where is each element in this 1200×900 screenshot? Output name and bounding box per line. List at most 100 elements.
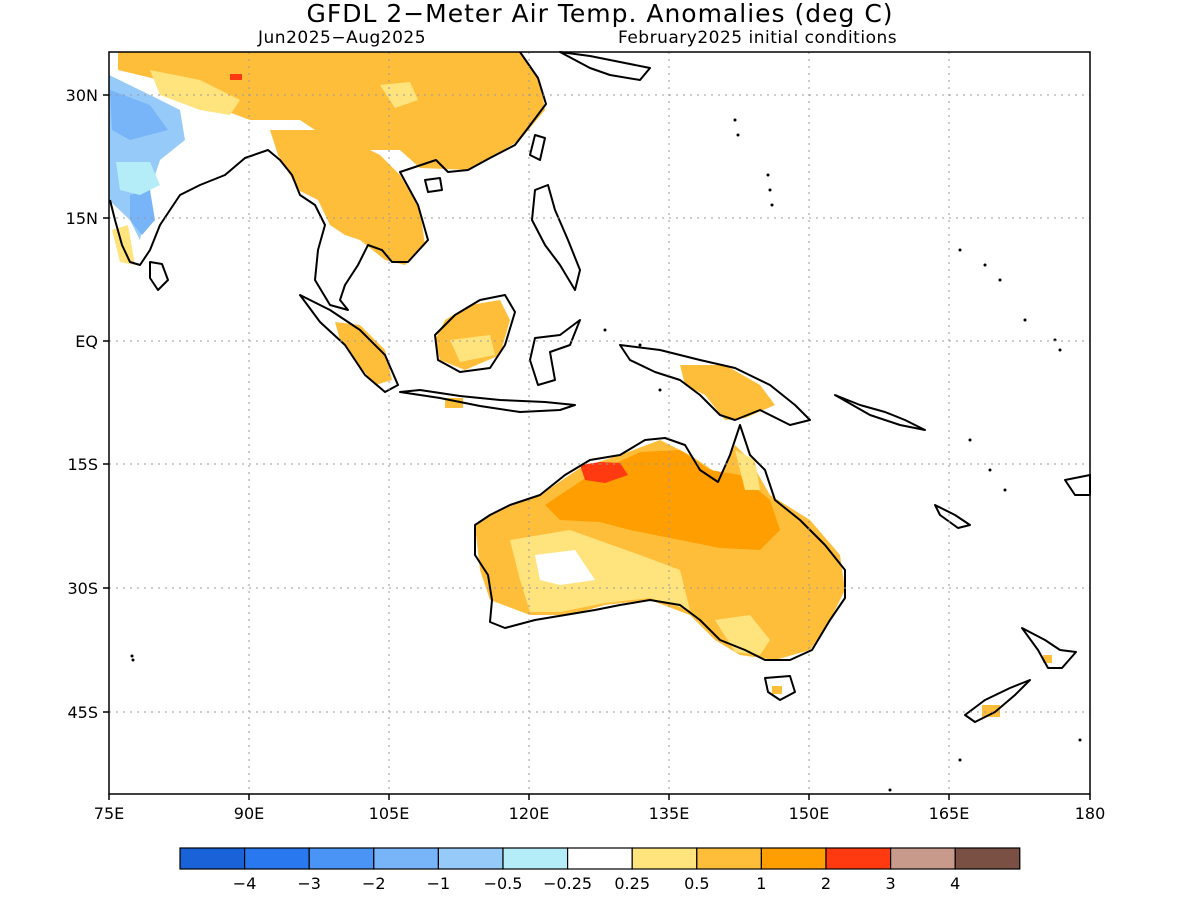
coast-japan [559, 51, 651, 81]
lat-tick: EQ [75, 332, 109, 351]
lon-tick: 135E [649, 794, 690, 823]
shade-borneo-pale [450, 335, 495, 362]
coast-tasmania [764, 675, 796, 701]
shade-australia-pale-west [510, 530, 690, 612]
colorbar-swatch [437, 847, 504, 870]
lon-tick: 180 [1075, 794, 1106, 823]
colorbar-swatch [502, 847, 569, 870]
coast-sulawesi [529, 319, 581, 386]
lat-tick: 30N [66, 86, 109, 105]
colorbar-swatch [696, 847, 762, 870]
small-islands [130, 118, 1082, 792]
colorbar-swatch [825, 847, 892, 870]
lat-axis: 30N 15N EQ 15S 30S 45S [66, 86, 109, 722]
colorbar-swatch [244, 847, 310, 870]
colorbar-label: 2 [821, 874, 831, 893]
lon-label: 135E [649, 804, 690, 823]
colorbar: −4 −3 −2 −1 −0.5 −0.25 0.25 0.5 1 2 3 4 [179, 847, 1021, 893]
colorbar-label: −4 [233, 874, 257, 893]
gridlines [109, 52, 1090, 794]
lat-tick: 15S [67, 455, 109, 474]
coast-java [399, 389, 576, 413]
colorbar-swatch [566, 847, 633, 870]
colorbar-swatch [954, 847, 1021, 870]
colorbar-swatch [179, 847, 246, 870]
lon-tick: 150E [789, 794, 830, 823]
lat-label: 45S [67, 703, 98, 722]
lon-tick: 120E [509, 794, 550, 823]
shade-nz-north [1043, 655, 1052, 663]
shade-india-warm [112, 225, 135, 265]
lon-tick: 105E [369, 794, 410, 823]
colorbar-label: −0.5 [484, 874, 523, 893]
colorbar-label: 1 [756, 874, 766, 893]
shade-india-blue-2 [130, 190, 155, 235]
coast-taiwan [529, 134, 546, 161]
colorbar-label: −2 [362, 874, 386, 893]
lon-label: 165E [929, 804, 970, 823]
lat-label: 30S [67, 579, 98, 598]
forecast-period: Jun2025−Aug2025 [258, 28, 427, 48]
shade-hotspot [230, 74, 242, 80]
shade-east-asia [118, 52, 545, 170]
lat-label: EQ [75, 332, 98, 351]
coast-asia [109, 51, 547, 311]
coast-hainan [424, 177, 443, 193]
colorbar-label: −0.25 [543, 874, 592, 893]
colorbar-label: 0.5 [684, 874, 709, 893]
shade-nw-hotspot [580, 462, 628, 483]
colorbar-swatch [308, 847, 375, 870]
lon-axis: 75E 90E 105E 120E 135E 150E 165E 180 [94, 794, 1106, 823]
shade-australia-pale-se [715, 615, 770, 655]
lat-tick: 30S [67, 579, 109, 598]
lon-label: 105E [369, 804, 410, 823]
colorbar-label: 4 [950, 874, 960, 893]
coast-australia [474, 424, 846, 661]
coast-borneo [434, 294, 516, 373]
shade-tasmania [772, 686, 782, 694]
colorbar-swatch [373, 847, 439, 870]
lat-tick: 15N [66, 209, 109, 228]
lon-tick: 90E [234, 794, 264, 823]
lon-tick: 165E [929, 794, 970, 823]
shade-sumatra [335, 322, 392, 385]
lon-label: 150E [789, 804, 830, 823]
lon-label: 120E [509, 804, 550, 823]
colorbar-swatch [631, 847, 698, 870]
lat-label: 30N [66, 86, 98, 105]
lon-tick: 75E [94, 794, 124, 823]
map-background [109, 52, 1090, 794]
colorbar-swatch [760, 847, 827, 870]
coastlines [109, 51, 1091, 723]
coast-philippines [531, 184, 581, 291]
coast-new-guinea [619, 344, 811, 426]
lat-label: 15N [66, 209, 98, 228]
shade-tibet [150, 70, 240, 115]
coast-solomons [834, 394, 926, 431]
coast-sumatra [299, 294, 399, 393]
shade-new-guinea [680, 365, 775, 420]
lon-label: 75E [94, 804, 124, 823]
shade-india-blue [110, 90, 168, 140]
colorbar-label: −1 [427, 874, 451, 893]
anomaly-shading [109, 52, 1052, 717]
colorbar-labels: −4 −3 −2 −1 −0.5 −0.25 0.25 0.5 1 2 3 4 [233, 874, 960, 893]
shade-java [445, 398, 463, 408]
lon-label: 90E [234, 804, 264, 823]
map-title: GFDL 2−Meter Air Temp. Anomalies (deg C) [306, 0, 894, 28]
colorbar-swatches [179, 847, 1021, 870]
shade-indochina [270, 130, 425, 265]
shade-india-light [116, 162, 160, 195]
colorbar-label: 0.25 [614, 874, 650, 893]
colorbar-swatch [889, 847, 956, 870]
initial-conditions: February2025 initial conditions [618, 28, 898, 48]
coast-nz-south [964, 679, 1031, 723]
coast-new-caledonia [934, 504, 971, 529]
map-frame [108, 51, 1091, 795]
colorbar-label: 3 [886, 874, 896, 893]
coast-nz-north [1021, 627, 1077, 669]
coast-sri-lanka [149, 261, 169, 291]
lon-label: 180 [1075, 804, 1106, 823]
colorbar-label: −3 [297, 874, 321, 893]
